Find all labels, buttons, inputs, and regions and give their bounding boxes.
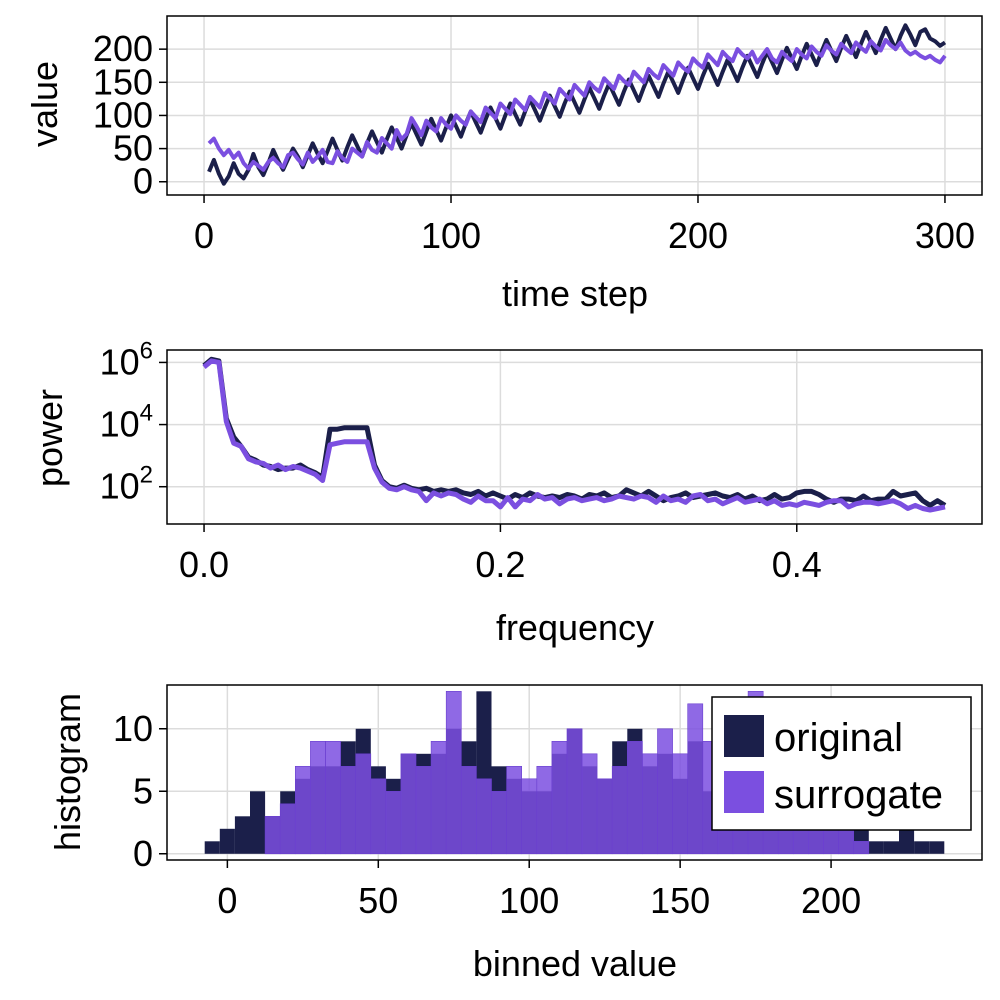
power-spectrum-x-axis-title: frequency — [496, 607, 654, 648]
time-series-x-axis-title: time step — [502, 273, 648, 314]
histogram-x-tick-label: 150 — [650, 880, 710, 921]
time-series-y-tick-label: 150 — [93, 61, 153, 102]
histogram-y-tick-label: 0 — [133, 833, 153, 874]
histogram-ticks: 0 50 100 150 200 0 5 10 — [113, 708, 861, 921]
y-tick-exponent: 4 — [140, 400, 153, 427]
histogram-y-axis-title: histogram — [47, 693, 88, 851]
histogram-bar-surrogate — [279, 803, 296, 855]
power-spectrum-line-surrogate — [202, 358, 946, 513]
histogram-bar-original — [219, 828, 235, 854]
histogram-bar-surrogate — [687, 703, 704, 855]
y-tick-base: 10 — [100, 341, 140, 382]
histogram-bar-original — [250, 791, 266, 854]
histogram-bar-surrogate — [491, 790, 507, 855]
histogram-frame — [166, 684, 983, 861]
histogram-y-tick-label: 10 — [113, 708, 153, 749]
histogram-bar-surrogate — [657, 728, 673, 855]
power-spectrum-frame — [166, 349, 983, 525]
time-series-lines — [207, 23, 947, 186]
time-series-x-tick-label: 0 — [194, 215, 214, 256]
histogram-bar-surrogate — [264, 815, 281, 855]
histogram-bar-surrogate — [294, 765, 311, 855]
legend-swatch-original — [724, 715, 764, 757]
power-spectrum-x-tick-label: 0.4 — [772, 544, 822, 585]
histogram-bar-surrogate — [566, 728, 583, 855]
histogram-bar-surrogate — [340, 765, 357, 855]
power-spectrum-x-tick-label: 0.0 — [179, 544, 229, 585]
histogram-y-tick-label: 5 — [133, 770, 153, 811]
histogram-bar-surrogate — [611, 765, 628, 855]
histogram-bar-original — [883, 841, 899, 854]
histogram-bar-surrogate — [521, 778, 538, 855]
y-tick-exponent: 6 — [140, 337, 153, 364]
histogram-bar-surrogate — [310, 740, 326, 855]
y-tick-exponent: 2 — [140, 462, 153, 489]
power-spectrum-gridlines — [167, 350, 982, 524]
histogram-bar-surrogate — [536, 765, 553, 855]
histogram-x-tick-label: 200 — [801, 880, 861, 921]
legend-label-surrogate: surrogate — [774, 773, 943, 817]
power-spectrum-line-original — [202, 356, 947, 508]
histogram-bar-surrogate — [551, 740, 568, 855]
histogram-bar-surrogate — [325, 740, 341, 855]
histogram-bar-surrogate — [642, 753, 658, 855]
histogram-bar-original — [204, 841, 220, 854]
power-spectrum-y-tick-label: 104 — [100, 400, 153, 445]
time-series-y-tick-label: 200 — [93, 28, 153, 69]
power-spectrum-y-tick-label: 102 — [100, 462, 153, 507]
time-series-y-tick-label: 0 — [133, 161, 153, 202]
histogram-bar-surrogate — [415, 765, 432, 855]
histogram-legend: original surrogate — [711, 696, 972, 831]
histogram-bar-surrogate — [506, 765, 523, 855]
histogram-bar-original — [868, 841, 884, 854]
histogram-bar-surrogate — [626, 740, 643, 855]
histogram-bar-surrogate — [385, 790, 402, 855]
histogram-x-tick-label: 50 — [358, 880, 398, 921]
power-spectrum-x-tick-label: 0.2 — [475, 544, 525, 585]
y-tick-base: 10 — [100, 404, 140, 445]
histogram-bar-surrogate — [430, 740, 447, 855]
histogram-x-axis-title: binned value — [473, 943, 677, 984]
histogram-x-tick-label: 0 — [217, 880, 237, 921]
power-spectrum-y-tick-label: 106 — [100, 337, 153, 382]
legend-label-original: original — [774, 716, 903, 760]
histogram-bar-original — [899, 828, 915, 854]
y-tick-base: 10 — [100, 466, 140, 507]
time-series-y-tick-label: 50 — [113, 128, 153, 169]
histogram-bar-surrogate — [460, 765, 477, 855]
power-spectrum-y-axis-title: power — [29, 389, 70, 487]
histogram-bar-original — [914, 841, 930, 854]
histogram-bar-surrogate — [596, 778, 613, 855]
histogram-bar-surrogate — [445, 690, 462, 855]
time-series-line-surrogate — [207, 37, 947, 172]
time-series-y-tick-label: 100 — [93, 94, 153, 135]
legend-swatch-surrogate — [724, 771, 764, 813]
histogram-bar-surrogate — [476, 778, 492, 855]
histogram-bar-original — [929, 841, 945, 854]
time-series-x-tick-label: 200 — [668, 215, 728, 256]
histogram-bar-surrogate — [853, 840, 870, 855]
histogram-x-tick-label: 100 — [499, 880, 559, 921]
histogram-bar-surrogate — [370, 778, 387, 855]
histogram-bar-surrogate — [672, 753, 688, 855]
histogram-bar-surrogate — [838, 828, 854, 855]
histogram-bar-surrogate — [355, 753, 372, 855]
time-series-x-tick-label: 300 — [915, 215, 975, 256]
power-spectrum-lines — [202, 356, 947, 513]
time-series-y-axis-title: value — [24, 61, 65, 147]
histogram-bar-surrogate — [581, 753, 598, 855]
histogram-bar-surrogate — [400, 753, 417, 855]
time-series-x-tick-label: 100 — [421, 215, 481, 256]
time-series-frame — [166, 15, 983, 196]
histogram-bar-original — [234, 816, 250, 854]
